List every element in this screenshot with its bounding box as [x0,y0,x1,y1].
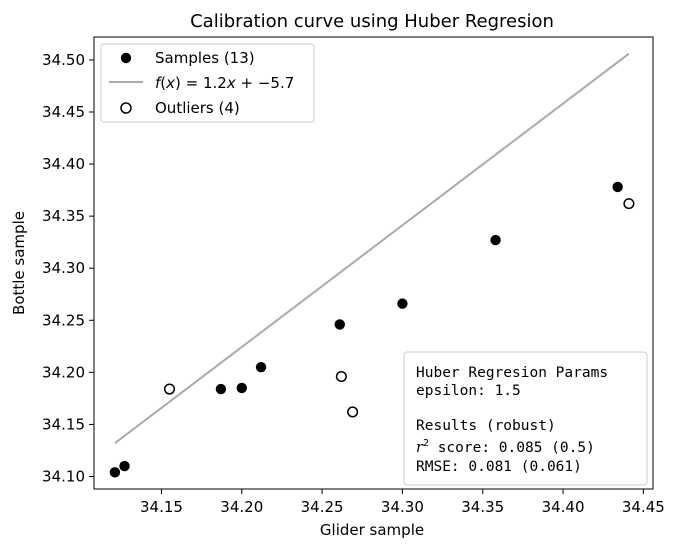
x-tick-label: 34.25 [301,498,344,516]
y-tick-label: 34.45 [42,103,85,121]
y-tick-label: 34.50 [42,51,85,69]
points-layer [109,181,635,478]
x-axis-label: Glider sample [320,521,424,539]
sample-point [215,383,227,395]
legend-marker-outliers [120,102,132,114]
sample-point [255,361,267,373]
annotation-results-title: Results (robust) [416,418,556,434]
r2-symbol: r [416,440,424,456]
sample-point [334,319,345,330]
y-tick-label: 34.30 [42,259,85,277]
fit-line-layer [114,52,630,444]
legend-label-fit-line: f(x) = 1.2x + −5.7 [155,74,294,92]
y-tick-label: 34.20 [42,363,85,381]
sample-point [109,467,121,478]
y-axis: 34.10 34.15 34.20 34.25 34.30 34.35 34.40 34.45… [42,51,94,486]
x-tick-label: 34.15 [140,498,183,516]
y-tick-label: 34.25 [42,311,85,329]
plot-frame [93,36,654,490]
x-tick-label: 34.20 [220,498,263,516]
annotation-r2-score: r2 score: 0.085 (0.5) [416,438,595,456]
legend-marker-samples [120,52,132,64]
r2-score-text: score: 0.085 (0.5) [429,440,595,456]
sample-point [119,460,130,472]
y-tick-label: 34.35 [42,207,85,225]
outlier-point [163,383,176,395]
x-tick-label: 34.45 [622,498,665,516]
sample-point [397,298,408,309]
legend: Samples (13) f(x) = 1.2x + −5.7 Outliers… [100,43,315,123]
x-axis: 34.15 34.20 34.25 34.30 34.35 34.40 34.45 [140,489,665,516]
sample-point [236,382,247,394]
y-tick-label: 34.10 [42,468,85,486]
annotation-box [403,351,648,486]
legend-box [100,43,315,123]
outlier-point [347,406,359,418]
y-tick-label: 34.40 [42,155,85,173]
outlier-point [623,198,635,210]
y-tick-label: 34.15 [42,415,85,433]
sample-point [612,181,623,193]
x-tick-label: 34.30 [381,498,424,516]
chart-title: Calibration curve using Huber Regresion [190,11,554,32]
r2-superscript: 2 [423,438,429,449]
annotation-params-title: Huber Regresion Params [416,365,608,381]
results-annotation: Huber Regresion Params epsilon: 1.5 Resu… [403,351,648,486]
annotation-rmse: RMSE: 0.081 (0.061) [416,459,582,475]
sample-point [490,234,501,246]
annotation-epsilon: epsilon: 1.5 [416,383,521,399]
x-tick-label: 34.40 [542,498,585,516]
x-tick-label: 34.35 [461,498,504,516]
y-axis-label: Bottle sample [10,211,28,315]
legend-label-samples: Samples (13) [155,49,255,67]
fit-line [114,52,630,444]
outlier-point [335,370,347,383]
legend-label-outliers: Outliers (4) [155,99,240,117]
